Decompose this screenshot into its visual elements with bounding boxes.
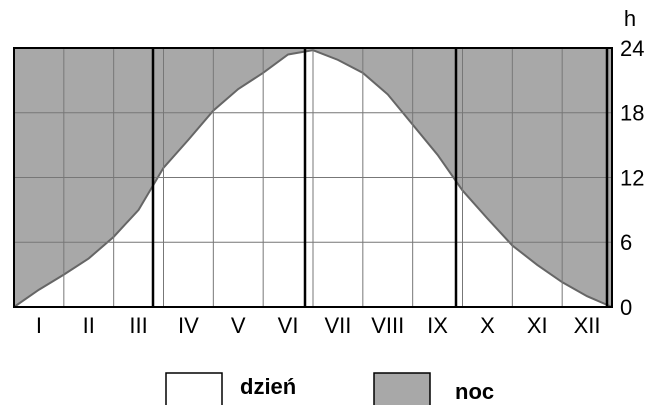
plot-frame [13,47,613,308]
legend-label: noc [455,379,494,404]
legend-swatch [373,372,431,405]
x-tick-label: IX [427,313,448,338]
legend-swatch [165,372,223,405]
y-tick-label: 6 [620,230,632,255]
x-tick-label: VIII [371,313,404,338]
x-tick-label: VI [278,313,299,338]
x-tick-label: III [129,313,147,338]
legend-label: dzień [240,374,296,399]
x-tick-label: IV [178,313,199,338]
x-tick-label: I [36,313,42,338]
x-tick-label: XII [574,313,601,338]
x-tick-label: II [83,313,95,338]
x-tick-label: X [480,313,495,338]
y-tick-label: 12 [620,165,644,190]
x-tick-label: VII [324,313,351,338]
x-tick-label: XI [527,313,548,338]
x-tick-label: V [231,313,246,338]
y-axis-label: h [624,6,636,31]
y-tick-label: 0 [620,295,632,320]
y-tick-label: 18 [620,101,644,126]
y-tick-label: 24 [620,36,644,61]
